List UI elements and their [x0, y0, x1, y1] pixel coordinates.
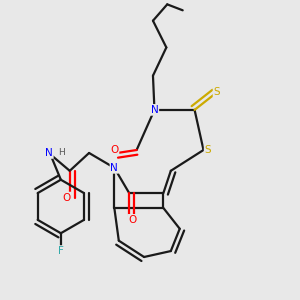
Text: F: F [58, 246, 64, 256]
Text: H: H [58, 148, 64, 158]
Text: O: O [110, 145, 118, 155]
Text: O: O [63, 193, 71, 202]
Text: O: O [128, 215, 136, 225]
Text: N: N [151, 105, 158, 115]
Text: N: N [110, 163, 118, 173]
Text: S: S [214, 87, 220, 97]
Text: S: S [205, 145, 211, 155]
Text: N: N [45, 148, 53, 158]
